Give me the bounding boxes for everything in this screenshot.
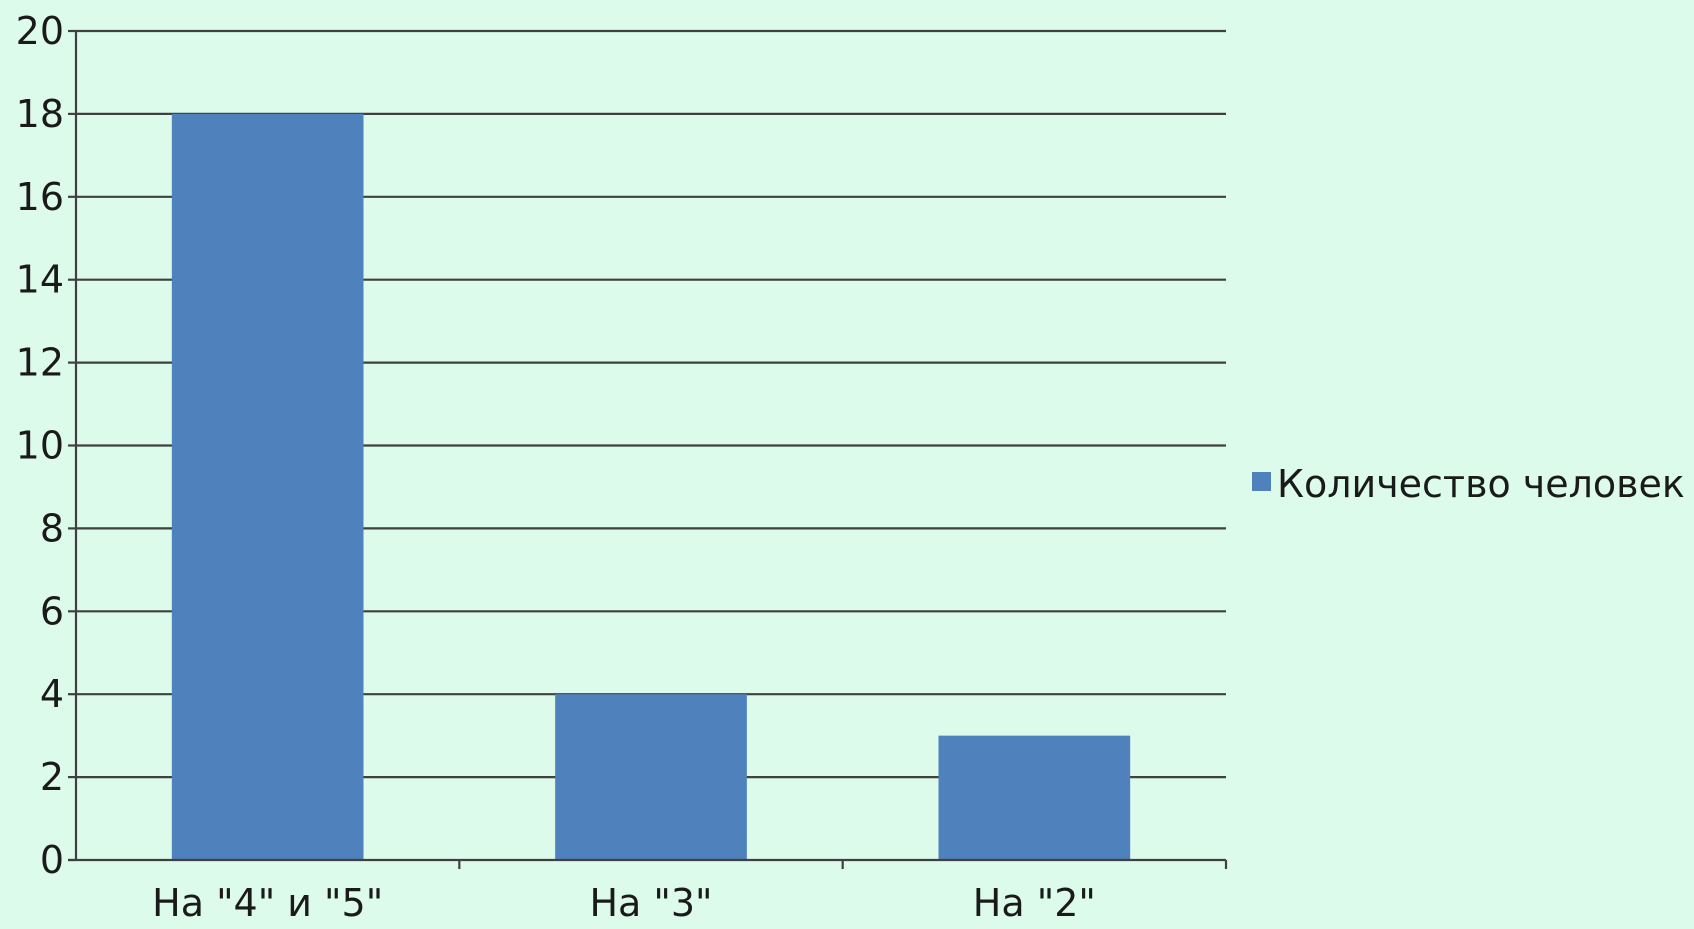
x-tick-label: На "3" (589, 881, 712, 925)
x-tick-label: На "2" (973, 881, 1096, 925)
x-tick-label: На "4" и "5" (152, 881, 383, 925)
legend: Количество человек (1252, 462, 1685, 506)
legend-label: Количество человек (1277, 462, 1685, 506)
y-tick-label: 4 (40, 672, 64, 716)
y-tick-label: 2 (40, 755, 64, 799)
axes (68, 29, 1228, 869)
y-tick-label: 14 (16, 258, 64, 302)
bars (171, 113, 1131, 860)
y-tick-label: 6 (40, 589, 64, 633)
y-axis-tick-labels: 0 2 4 6 8 10 12 14 16 18 20 (16, 9, 64, 882)
y-tick-label: 16 (16, 175, 64, 219)
y-tick-label: 10 (16, 424, 64, 468)
bar (171, 113, 364, 860)
x-axis-tick-labels: На "4" и "5" На "3" На "2" (152, 881, 1096, 925)
y-tick-label: 18 (16, 92, 64, 136)
bar (555, 694, 747, 860)
bar (938, 735, 1131, 860)
legend-swatch (1252, 472, 1271, 491)
y-tick-label: 12 (16, 341, 64, 385)
y-tick-label: 20 (16, 9, 64, 53)
y-tick-label: 0 (40, 838, 64, 882)
y-tick-label: 8 (40, 506, 64, 550)
